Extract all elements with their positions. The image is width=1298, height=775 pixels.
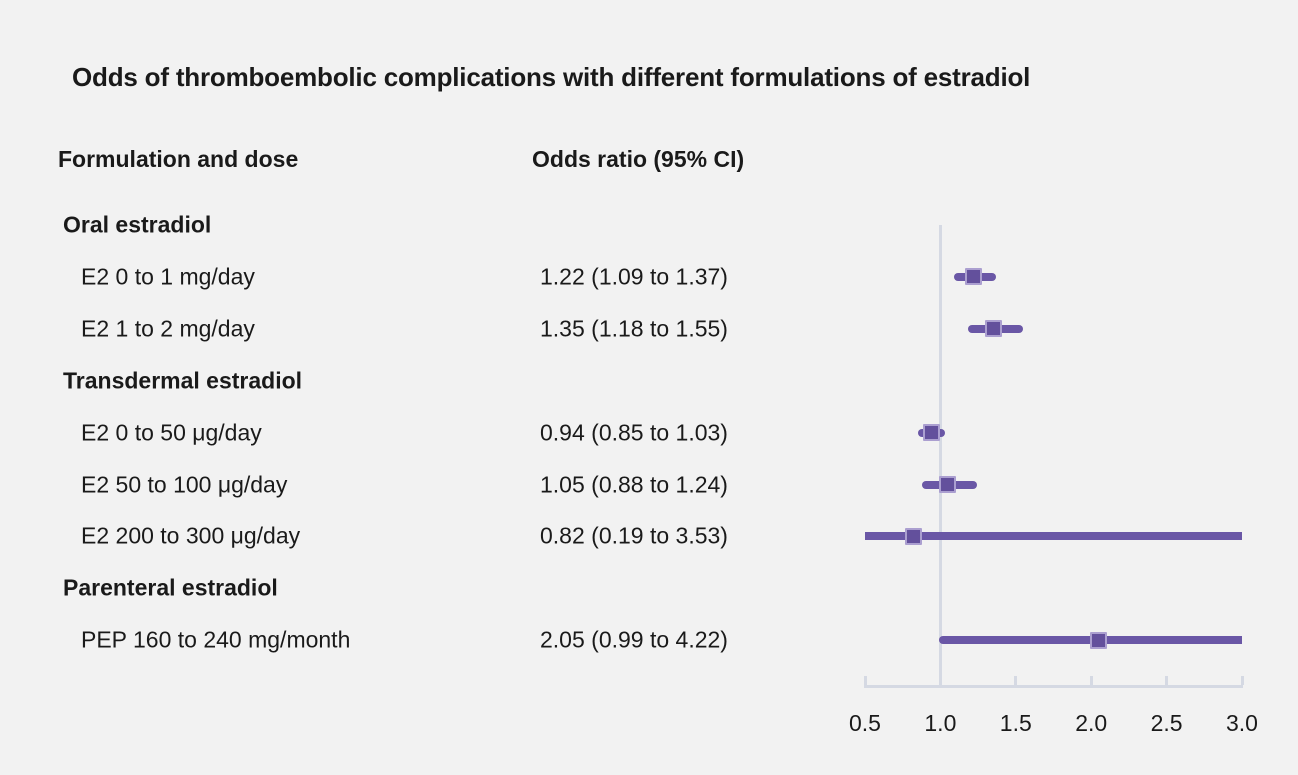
x-axis-tick bbox=[1014, 676, 1018, 685]
x-axis-tick bbox=[1089, 676, 1093, 685]
odds-ratio-marker bbox=[965, 268, 983, 286]
row-label: E2 200 to 300 μg/day bbox=[81, 522, 301, 549]
x-axis-tick bbox=[1240, 676, 1244, 685]
x-axis-line bbox=[864, 685, 1243, 688]
x-axis-tick bbox=[938, 676, 942, 685]
group-label: Parenteral estradiol bbox=[63, 574, 278, 601]
reference-line bbox=[938, 225, 942, 688]
odds-ratio-value: 2.05 (0.99 to 4.22) bbox=[540, 626, 728, 653]
figure-title: Odds of thromboembolic complications wit… bbox=[72, 62, 1031, 92]
x-axis-tick bbox=[1165, 676, 1169, 685]
row-label: E2 0 to 1 mg/day bbox=[81, 263, 255, 290]
odds-ratio-value: 0.82 (0.19 to 3.53) bbox=[540, 522, 728, 549]
x-axis-tick-label: 2.5 bbox=[1150, 710, 1183, 736]
column-header-odds-ratio: Odds ratio (95% CI) bbox=[532, 146, 745, 172]
odds-ratio-marker bbox=[939, 476, 957, 493]
odds-ratio-value: 1.35 (1.18 to 1.55) bbox=[540, 315, 728, 342]
row-label: PEP 160 to 240 mg/month bbox=[81, 626, 351, 653]
x-axis-tick-label: 1.5 bbox=[999, 710, 1032, 736]
odds-ratio-marker bbox=[984, 320, 1002, 338]
odds-ratio-value: 0.94 (0.85 to 1.03) bbox=[540, 419, 728, 446]
ci-line bbox=[865, 532, 1242, 541]
odds-ratio-marker bbox=[1090, 631, 1108, 649]
x-axis-tick-label: 0.5 bbox=[849, 710, 881, 736]
row-label: E2 0 to 50 μg/day bbox=[81, 419, 262, 446]
odds-ratio-value: 1.22 (1.09 to 1.37) bbox=[540, 263, 728, 290]
row-label: E2 1 to 2 mg/day bbox=[81, 315, 255, 342]
x-axis-tick bbox=[863, 676, 867, 685]
x-axis-tick-label: 3.0 bbox=[1226, 710, 1258, 736]
group-label: Transdermal estradiol bbox=[63, 367, 303, 394]
row-label: E2 50 to 100 μg/day bbox=[81, 471, 288, 497]
odds-ratio-marker bbox=[904, 527, 922, 545]
odds-ratio-marker bbox=[922, 424, 940, 442]
x-axis-tick-label: 2.0 bbox=[1075, 710, 1108, 736]
group-label: Oral estradiol bbox=[63, 211, 212, 238]
odds-ratio-value: 1.05 (0.88 to 1.24) bbox=[540, 471, 728, 497]
column-header-formulation-and-dose: Formulation and dose bbox=[58, 146, 299, 172]
x-axis-tick-label: 1.0 bbox=[924, 710, 957, 736]
